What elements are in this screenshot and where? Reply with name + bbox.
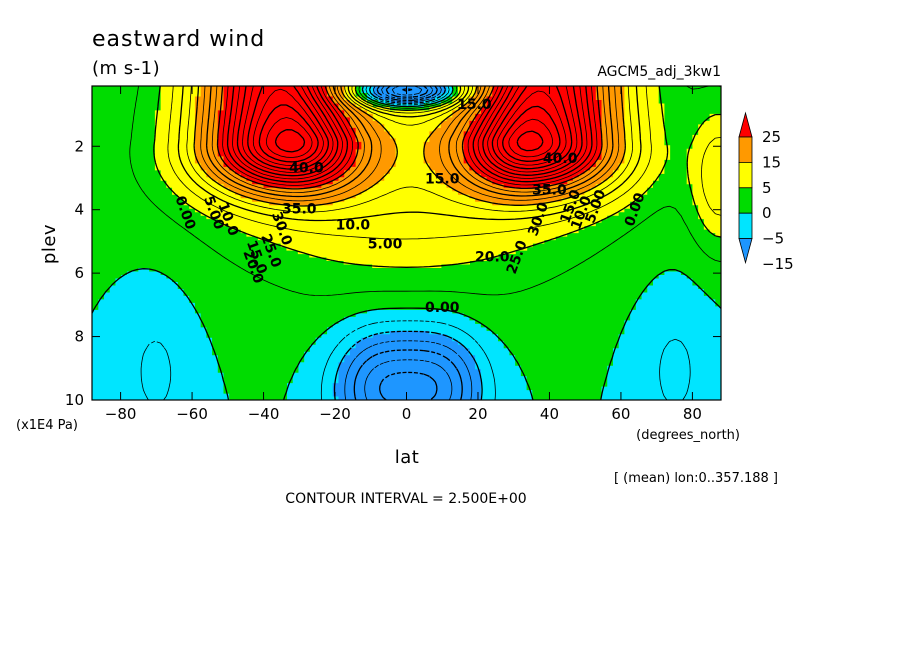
contour-interval: CONTOUR INTERVAL = 2.500E+00 xyxy=(285,491,526,507)
contour-label: 35.0 xyxy=(282,202,317,218)
contour-line xyxy=(216,86,603,190)
contour-line xyxy=(140,86,691,400)
contour-line xyxy=(274,129,544,153)
x-tick-label: −80 xyxy=(105,405,137,423)
x-tick-label: 40 xyxy=(540,405,559,423)
contour-line xyxy=(153,86,721,268)
colorbar-label: 15 xyxy=(762,153,781,171)
contour-label: 35.0 xyxy=(532,183,567,199)
colorbar-swatch xyxy=(738,187,753,214)
contour-line xyxy=(200,86,620,202)
x-tick-label: −20 xyxy=(319,405,351,423)
y-tick-label: 8 xyxy=(74,328,84,346)
colorbar: 25 15 5 0 −5 −15 xyxy=(738,111,794,273)
contour-label: 40.0 xyxy=(543,151,578,167)
y-tick-label: 4 xyxy=(74,201,84,219)
contour-label: 5.00 xyxy=(368,237,403,253)
fill-band-5 xyxy=(217,86,602,188)
x-tick-label: 0 xyxy=(402,405,412,423)
contour-line xyxy=(167,86,721,240)
contour-line xyxy=(222,86,598,186)
colorbar-label: 5 xyxy=(762,179,772,197)
contour-lines xyxy=(92,86,721,400)
contour-line xyxy=(252,88,567,167)
contour-label: 15.0 xyxy=(457,97,492,113)
contour-line xyxy=(379,86,438,400)
contour-line xyxy=(242,86,578,173)
contour-line xyxy=(226,86,593,183)
contour-line xyxy=(402,88,413,92)
x-tick-label: −60 xyxy=(176,405,208,423)
fill-band-2 xyxy=(92,86,721,400)
colorbar-swatch xyxy=(738,161,753,189)
contour-line xyxy=(177,86,642,222)
fill-band-0 xyxy=(332,86,482,400)
colorbar-label: 25 xyxy=(762,128,781,146)
contour-label: 15.0 xyxy=(425,172,460,188)
x-tick-label: 80 xyxy=(683,405,702,423)
contour-line xyxy=(205,86,614,198)
y-axis-label: plev xyxy=(39,224,60,264)
contour-line xyxy=(266,117,553,158)
contour-line xyxy=(92,86,721,400)
colorbar-arrow-top xyxy=(738,111,753,138)
colorbar-label: −15 xyxy=(762,255,794,273)
contour-line xyxy=(186,86,633,213)
plot-area: 15.010.05.000.000.00 5.0010.015.020.025.0… xyxy=(92,86,721,400)
contour-line xyxy=(364,86,453,400)
x-tick-label: 60 xyxy=(611,405,630,423)
colorbar-label: 0 xyxy=(762,204,772,222)
filled-contours xyxy=(92,86,721,400)
contour-line xyxy=(333,86,483,400)
fill-band-1 xyxy=(92,86,721,400)
contour-line xyxy=(211,86,608,193)
contour-line xyxy=(258,104,561,163)
x-axis-ticks: −80 −60 −40 −20 0 20 40 60 80 xyxy=(105,86,702,423)
contour-label: 40.0 xyxy=(289,160,324,176)
y-tick-label: 2 xyxy=(74,137,84,155)
x-tick-label: 20 xyxy=(468,405,487,423)
contour-line xyxy=(247,86,573,170)
colorbar-swatch xyxy=(738,136,753,163)
x-tick-label: −40 xyxy=(248,405,280,423)
contour-line xyxy=(344,86,473,400)
contour-line xyxy=(232,86,588,180)
contour-label: 20.0 xyxy=(475,249,510,265)
y-tick-label: 10 xyxy=(65,391,84,409)
chart-title: eastward wind xyxy=(92,27,265,52)
y-axis-ticks: 2 4 6 8 10 xyxy=(65,137,721,409)
contour-line xyxy=(236,86,583,177)
chart-units: (m s-1) xyxy=(92,58,160,79)
y-axis-units: (x1E4 Pa) xyxy=(16,418,78,433)
contour-line xyxy=(193,86,626,207)
contour-label: 0.00 xyxy=(425,300,460,316)
x-axis-units: (degrees_north) xyxy=(636,428,740,443)
x-axis-label: lat xyxy=(395,447,420,468)
colorbar-arrow-bottom xyxy=(738,238,753,265)
contour-line xyxy=(353,86,463,400)
y-tick-label: 6 xyxy=(74,264,84,282)
average-note: [ (mean) lon:0..357.188 ] xyxy=(614,471,778,486)
contour-label: 10.0 xyxy=(336,218,371,234)
colorbar-swatch xyxy=(738,212,753,239)
dataset-name: AGCM5_adj_3kw1 xyxy=(597,64,721,80)
colorbar-label: −5 xyxy=(762,230,784,248)
contour-line xyxy=(129,86,721,296)
